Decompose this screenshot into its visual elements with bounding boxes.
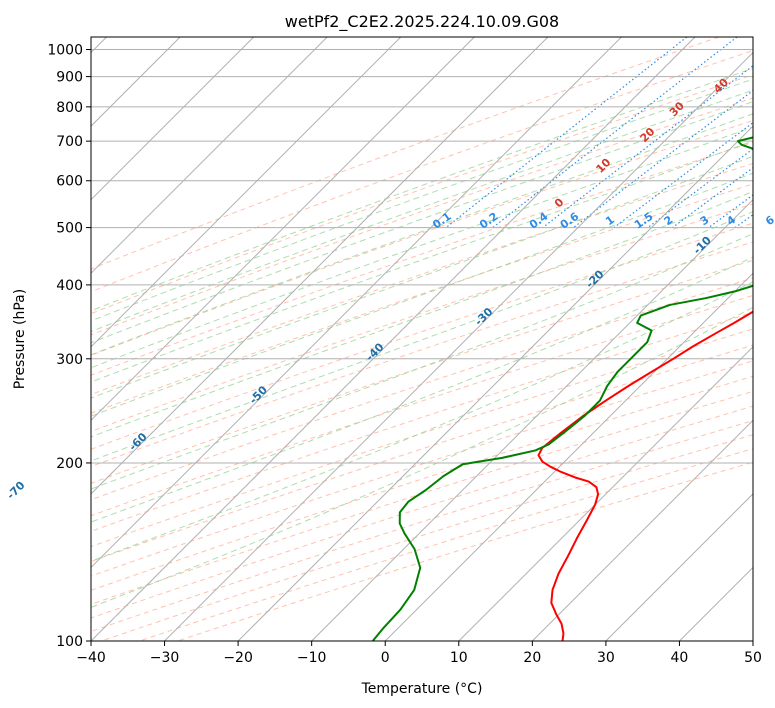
isotherm bbox=[91, 37, 402, 348]
x-tick-label: 40 bbox=[671, 650, 689, 666]
dry-adiabat bbox=[91, 241, 753, 468]
moist-adiabat bbox=[91, 211, 753, 462]
isotherm bbox=[458, 346, 753, 641]
moist-adiabat bbox=[91, 113, 753, 356]
moist-adiabat bbox=[91, 78, 753, 322]
isotherm bbox=[91, 37, 255, 201]
x-tick-label: 20 bbox=[523, 650, 541, 666]
isotherm bbox=[91, 37, 475, 422]
dry-adiabat bbox=[91, 294, 753, 517]
moist-adiabat bbox=[91, 281, 753, 562]
moist-adiabat bbox=[91, 89, 753, 333]
x-tick-label: −30 bbox=[150, 650, 180, 666]
moist-adiabat bbox=[91, 172, 753, 417]
dry-adiabat bbox=[91, 328, 753, 548]
y-tick-label: 200 bbox=[56, 456, 83, 472]
x-tick-label: −40 bbox=[76, 650, 106, 666]
dry-adiabat bbox=[91, 344, 753, 563]
mixing-ratio-line bbox=[672, 166, 753, 229]
isotherm bbox=[164, 51, 753, 641]
y-tick-label: 800 bbox=[56, 100, 83, 116]
axes: −40 −30 −20 −10 0 10 20 30 40 50 100 200 300 400 500 60… bbox=[47, 43, 762, 666]
y-tick-label: 500 bbox=[56, 221, 83, 237]
dry-adiabat bbox=[91, 74, 753, 315]
y-axis-label: Pressure (hPa) bbox=[12, 289, 28, 389]
moist-adiabat bbox=[91, 126, 753, 369]
y-tick-label: 400 bbox=[56, 278, 83, 294]
chart-title: wetPf2_C2E2.2025.224.10.09.G08 bbox=[285, 12, 559, 32]
dry-adiabat bbox=[91, 162, 753, 396]
x-tick-label: 0 bbox=[381, 650, 390, 666]
isotherm bbox=[384, 272, 753, 641]
isotherm bbox=[605, 493, 753, 641]
dry-adiabat bbox=[91, 277, 753, 501]
dry-adiabat bbox=[91, 183, 753, 414]
mixing-ratio-label: 6 bbox=[763, 213, 775, 228]
isotherm bbox=[91, 37, 696, 641]
moist-adiabat bbox=[91, 140, 753, 383]
x-tick-label: 10 bbox=[450, 650, 468, 666]
isotherm bbox=[237, 125, 753, 641]
x-tick-label: −20 bbox=[223, 650, 253, 666]
mixing-ratio-line bbox=[573, 89, 753, 229]
isotherm bbox=[311, 198, 753, 641]
x-tick-label: −10 bbox=[297, 650, 327, 666]
isotherm bbox=[91, 37, 549, 495]
x-tick-label: 50 bbox=[744, 650, 762, 666]
y-tick-label: 700 bbox=[56, 134, 83, 150]
plot-frame bbox=[90, 36, 754, 642]
y-tick-label: 900 bbox=[56, 70, 83, 86]
x-axis-label: Temperature (°C) bbox=[361, 681, 483, 697]
moist-adiabat bbox=[91, 67, 753, 312]
y-tick-label: 100 bbox=[56, 634, 83, 650]
y-tick-label: 1000 bbox=[47, 43, 83, 59]
y-tick-label: 600 bbox=[56, 174, 83, 190]
grid-lines bbox=[91, 37, 753, 641]
y-tick-label: 300 bbox=[56, 352, 83, 368]
dry-adiabat bbox=[91, 97, 753, 336]
dry-adiabat bbox=[91, 375, 753, 591]
isotherm bbox=[91, 37, 328, 274]
mixing-ratio-line bbox=[542, 64, 753, 229]
dewpoint-profile bbox=[371, 136, 753, 641]
isotherm bbox=[531, 419, 753, 641]
moist-adiabat bbox=[91, 256, 753, 523]
x-tick-label: 30 bbox=[597, 650, 615, 666]
moist-adiabat bbox=[91, 233, 753, 490]
moist-adiabat bbox=[91, 155, 753, 399]
dry-adiabat bbox=[91, 37, 720, 270]
dry-adiabat bbox=[91, 203, 753, 433]
background-lines bbox=[91, 37, 753, 641]
isotherm bbox=[91, 37, 622, 569]
